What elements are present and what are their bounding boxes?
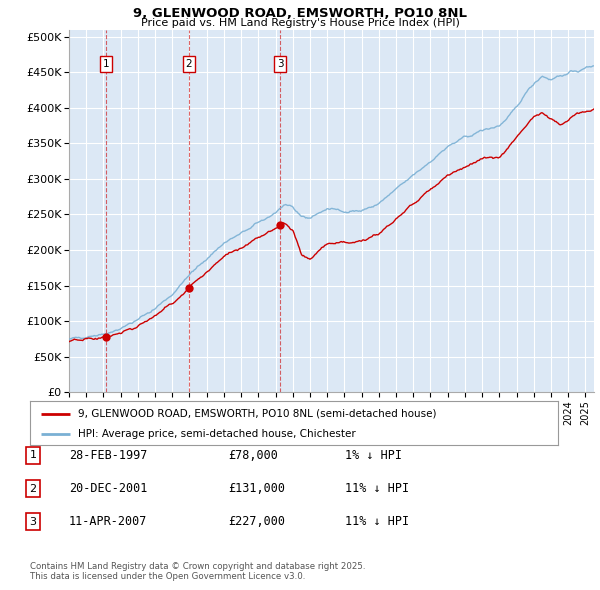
Text: This data is licensed under the Open Government Licence v3.0.: This data is licensed under the Open Gov… <box>30 572 305 581</box>
Text: £131,000: £131,000 <box>228 482 285 495</box>
Text: 1: 1 <box>103 59 109 69</box>
Text: Price paid vs. HM Land Registry's House Price Index (HPI): Price paid vs. HM Land Registry's House … <box>140 18 460 28</box>
Text: 2: 2 <box>185 59 192 69</box>
Text: 1: 1 <box>29 451 37 460</box>
Text: 3: 3 <box>29 517 37 526</box>
Text: 28-FEB-1997: 28-FEB-1997 <box>69 449 148 462</box>
Text: Contains HM Land Registry data © Crown copyright and database right 2025.: Contains HM Land Registry data © Crown c… <box>30 562 365 571</box>
Text: 1% ↓ HPI: 1% ↓ HPI <box>345 449 402 462</box>
Text: HPI: Average price, semi-detached house, Chichester: HPI: Average price, semi-detached house,… <box>77 430 355 440</box>
Text: 2: 2 <box>29 484 37 493</box>
Text: 11% ↓ HPI: 11% ↓ HPI <box>345 482 409 495</box>
Text: £227,000: £227,000 <box>228 515 285 528</box>
Text: 9, GLENWOOD ROAD, EMSWORTH, PO10 8NL: 9, GLENWOOD ROAD, EMSWORTH, PO10 8NL <box>133 7 467 20</box>
Text: 3: 3 <box>277 59 284 69</box>
Text: 11-APR-2007: 11-APR-2007 <box>69 515 148 528</box>
Text: 11% ↓ HPI: 11% ↓ HPI <box>345 515 409 528</box>
Text: 9, GLENWOOD ROAD, EMSWORTH, PO10 8NL (semi-detached house): 9, GLENWOOD ROAD, EMSWORTH, PO10 8NL (se… <box>77 409 436 418</box>
Text: 20-DEC-2001: 20-DEC-2001 <box>69 482 148 495</box>
Text: £78,000: £78,000 <box>228 449 278 462</box>
